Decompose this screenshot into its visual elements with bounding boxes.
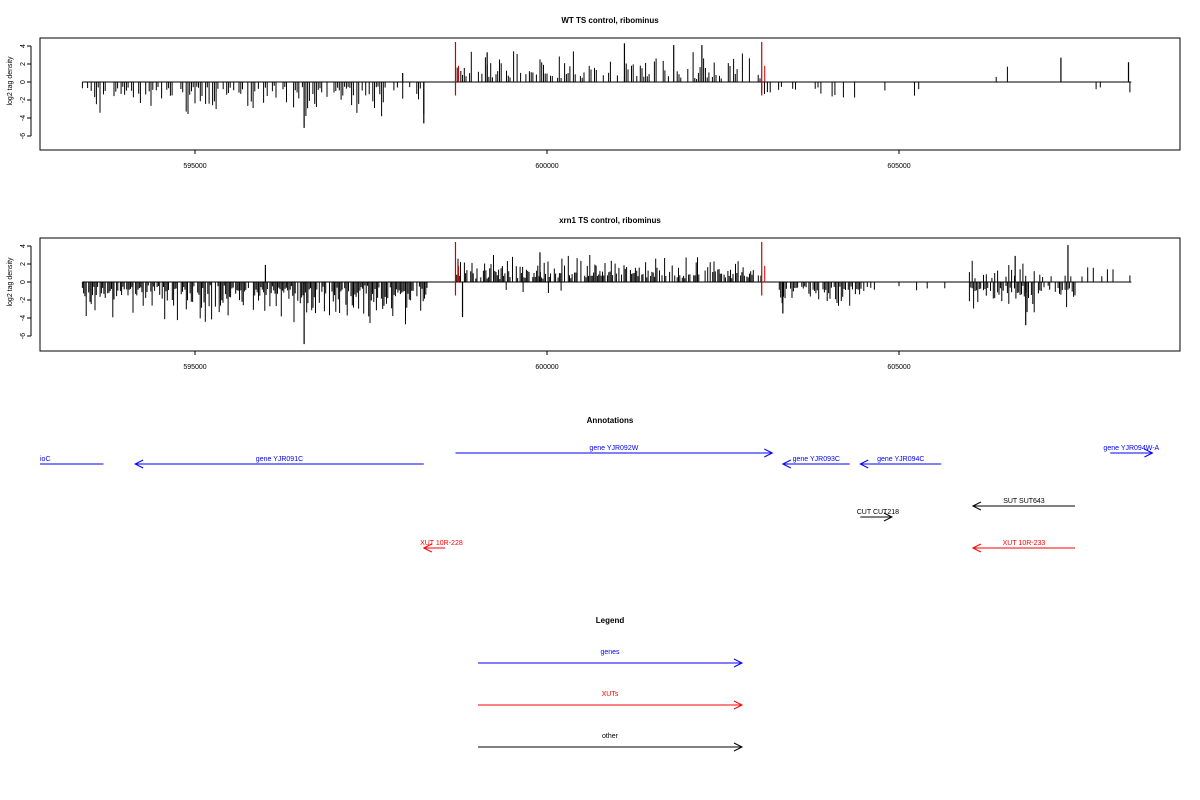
annotation-feature: SUT SUT643 — [971, 498, 1075, 511]
feature-label: gene YJR093C — [793, 456, 840, 463]
feature-label: XUT 10R-233 — [1003, 540, 1046, 547]
feature-arrowhead — [422, 543, 433, 553]
x-tick-label: 595000 — [183, 364, 206, 371]
y-tick-label: -2 — [20, 297, 27, 303]
y-axis-label: log2 tag density — [7, 56, 14, 106]
annotation-items: ioC gene YJR091C gene YJR092W gene YJR093C g… — [40, 445, 1160, 553]
legend-arrowhead — [733, 700, 744, 710]
annotation-feature: gene YJR094W-A — [1103, 445, 1160, 458]
annotation-feature: gene YJR091C — [134, 456, 424, 469]
feature-arrowhead — [859, 459, 869, 469]
plot-frame — [39, 237, 1181, 352]
y-tick-label: 2 — [20, 62, 27, 66]
x-tick-label: 600000 — [535, 364, 558, 371]
legend-label: other — [602, 733, 619, 740]
annotation-feature: gene YJR092W — [455, 445, 774, 458]
feature-label: SUT SUT643 — [1003, 498, 1045, 505]
x-tick-label: 605000 — [887, 364, 910, 371]
y-tick-label: 0 — [20, 80, 27, 84]
y-tick-label: -4 — [20, 315, 27, 321]
feature-label: gene YJR091C — [256, 456, 303, 463]
legend-label: XUTs — [602, 691, 619, 698]
feature-label: CUT CUT218 — [857, 509, 899, 516]
annotation-feature: XUT 10R-233 — [971, 540, 1075, 553]
legend-arrowhead — [733, 658, 744, 668]
legend-item: other — [478, 733, 744, 752]
x-axis: 595000 600000 605000 — [183, 150, 911, 170]
legend-arrowhead — [733, 742, 744, 752]
y-tick-label: 4 — [20, 44, 27, 48]
wt-density-panel: WT TS control, ribominus log2 tag densit… — [7, 16, 1181, 170]
density-bars — [81, 42, 1132, 128]
y-tick-label: -4 — [20, 115, 27, 121]
panel-title: WT TS control, ribominus — [561, 16, 659, 25]
y-tick-label: -6 — [20, 133, 27, 139]
y-tick-label: 2 — [20, 262, 27, 266]
annotations-title: Annotations — [587, 416, 634, 425]
y-axis-label: log2 tag density — [7, 257, 14, 307]
feature-arrowhead — [764, 448, 774, 458]
legend-item: genes — [478, 649, 744, 668]
feature-arrowhead — [971, 501, 982, 511]
annotation-feature: CUT CUT218 — [857, 509, 899, 522]
feature-label: XUT 10R-228 — [420, 540, 463, 547]
x-tick-label: 605000 — [887, 163, 910, 170]
feature-arrowhead — [883, 512, 894, 522]
x-axis: 595000 600000 605000 — [183, 351, 911, 371]
y-tick-label: -2 — [20, 97, 27, 103]
y-tick-label: 4 — [20, 244, 27, 248]
legend-label: genes — [600, 649, 620, 656]
legend: Legend genes XUTs other — [478, 616, 744, 752]
feature-arrowhead — [1144, 448, 1154, 458]
annotation-track: Annotations ioC gene YJR091C gene YJR092W g… — [40, 416, 1160, 553]
panel-title: xrn1 TS control, ribominus — [559, 216, 661, 225]
feature-label: ioC — [40, 456, 51, 463]
annotation-feature: XUT 10R-228 — [420, 540, 463, 553]
density-bars — [81, 242, 1132, 345]
annotation-feature: ioC — [40, 456, 104, 465]
legend-items: genes XUTs other — [478, 649, 744, 752]
xrn1-density-panel: xrn1 TS control, ribominus log2 tag dens… — [7, 216, 1181, 371]
annotation-feature: gene YJR094C — [859, 456, 942, 469]
x-tick-label: 595000 — [183, 163, 206, 170]
plot-frame — [39, 37, 1181, 151]
legend-item: XUTs — [478, 691, 744, 710]
feature-label: gene YJR092W — [589, 445, 638, 452]
feature-arrowhead — [134, 459, 144, 469]
y-tick-label: -6 — [20, 333, 27, 339]
annotation-feature: gene YJR093C — [781, 456, 850, 469]
feature-arrowhead — [781, 459, 792, 469]
feature-label: gene YJR094C — [877, 456, 924, 463]
legend-title: Legend — [596, 616, 625, 625]
feature-label: gene YJR094W-A — [1103, 445, 1159, 452]
y-axis: 4 2 0 -2 -4 -6 — [20, 244, 32, 339]
x-tick-label: 600000 — [535, 163, 558, 170]
y-axis: 4 2 0 -2 -4 -6 — [20, 44, 32, 139]
feature-arrowhead — [971, 543, 982, 553]
y-tick-label: 0 — [20, 280, 27, 284]
